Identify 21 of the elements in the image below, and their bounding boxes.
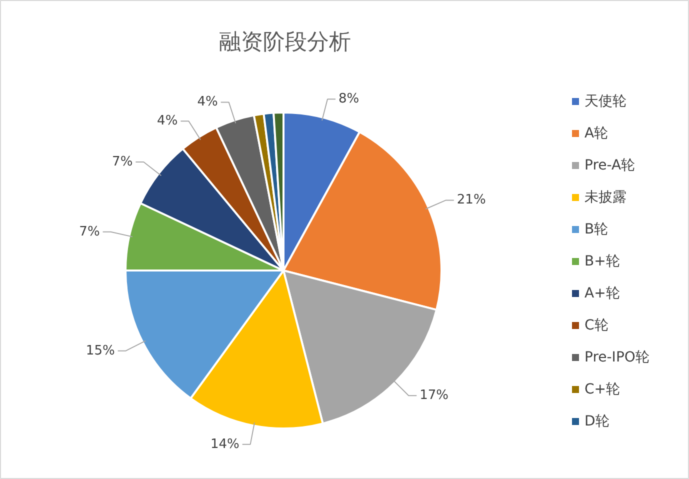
data-label: 21%	[456, 192, 486, 208]
legend-label: B轮	[584, 222, 608, 238]
chart-title: 融资阶段分析	[219, 30, 351, 55]
legend-label: A轮	[584, 126, 608, 142]
legend-label: C+轮	[584, 382, 620, 398]
legend-label: A+轮	[584, 286, 620, 302]
legend-label: 天使轮	[584, 94, 626, 110]
data-label: 14%	[210, 436, 240, 452]
data-label: 7%	[112, 154, 133, 170]
legend-label: C轮	[584, 318, 608, 334]
data-label: 4%	[197, 94, 218, 110]
legend-label: B+轮	[584, 254, 620, 270]
data-label: 8%	[338, 92, 360, 107]
legend-label: D轮	[584, 414, 610, 430]
data-label: 4%	[157, 114, 178, 129]
data-label: 7%	[79, 224, 100, 240]
legend-label: Pre-A轮	[584, 158, 636, 174]
legend-label: 未披露	[584, 190, 626, 206]
legend-label: Pre-IPO轮	[584, 350, 650, 366]
data-label: 15%	[86, 343, 115, 358]
data-label: 17%	[420, 388, 449, 404]
